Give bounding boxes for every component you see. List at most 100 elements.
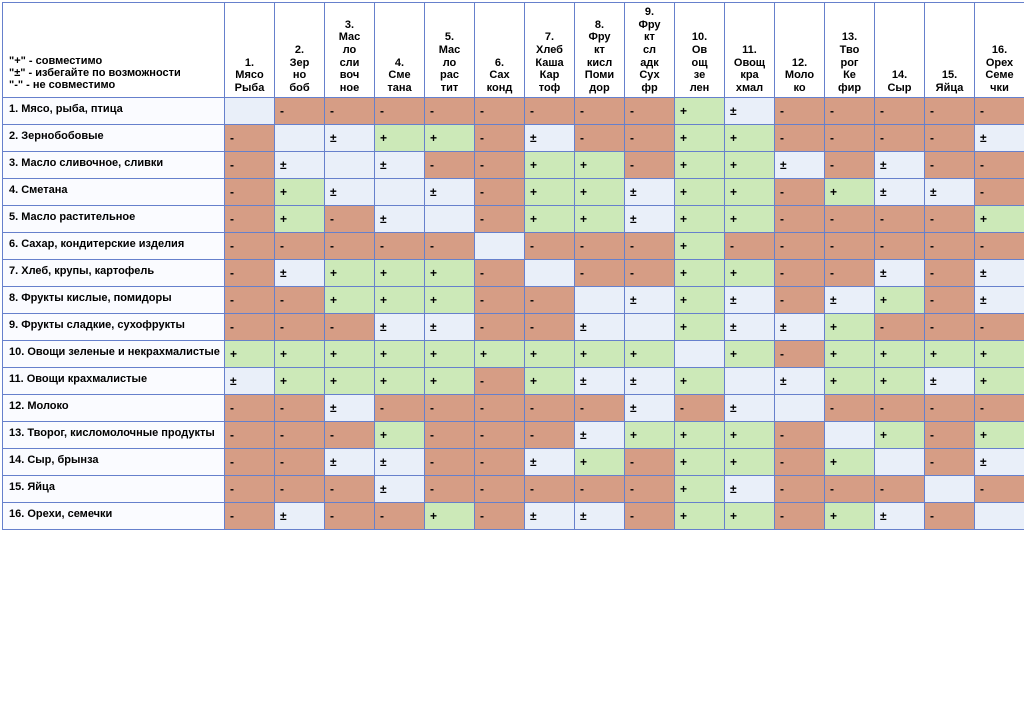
compat-cell: - xyxy=(225,125,275,152)
row-label: 9. Фрукты сладкие, сухофрукты xyxy=(3,314,225,341)
compat-cell: - xyxy=(225,260,275,287)
compat-cell: - xyxy=(625,233,675,260)
compat-cell: - xyxy=(475,422,525,449)
compat-cell xyxy=(275,125,325,152)
compat-cell: - xyxy=(625,152,675,179)
row-label: 13. Творог, кисломолочные продукты xyxy=(3,422,225,449)
compat-cell: - xyxy=(775,179,825,206)
compat-cell: - xyxy=(275,233,325,260)
compat-cell: - xyxy=(325,206,375,233)
compat-cell xyxy=(825,422,875,449)
compat-cell: - xyxy=(475,368,525,395)
compat-cell: + xyxy=(575,341,625,368)
data-row: 2. Зернобобовые-±++-±--++----± xyxy=(3,125,1024,152)
compat-cell: - xyxy=(475,287,525,314)
compat-cell: + xyxy=(875,341,925,368)
compat-cell: + xyxy=(425,125,475,152)
column-header-7: 7.ХлебКашаКартоф xyxy=(525,3,575,98)
compat-cell: - xyxy=(225,179,275,206)
compat-cell: ± xyxy=(375,206,425,233)
compat-cell: ± xyxy=(275,503,325,530)
compat-cell: - xyxy=(975,233,1024,260)
compat-cell: - xyxy=(975,314,1024,341)
compat-cell: + xyxy=(875,287,925,314)
compat-cell: + xyxy=(475,341,525,368)
compat-cell: + xyxy=(725,152,775,179)
compat-cell: + xyxy=(375,422,425,449)
compat-cell: + xyxy=(825,179,875,206)
compat-cell: + xyxy=(375,125,425,152)
compat-cell: - xyxy=(775,260,825,287)
column-header-9: 9.ФруктсладкСухфр xyxy=(625,3,675,98)
compat-cell: + xyxy=(675,422,725,449)
compat-cell xyxy=(925,476,975,503)
compat-cell: - xyxy=(225,395,275,422)
compat-cell: - xyxy=(375,503,425,530)
column-header-2: 2.Зернобоб xyxy=(275,3,325,98)
row-label: 6. Сахар, кондитерские изделия xyxy=(3,233,225,260)
compat-cell: ± xyxy=(775,368,825,395)
compat-cell: - xyxy=(525,395,575,422)
compat-cell: ± xyxy=(275,260,325,287)
compat-cell: - xyxy=(925,422,975,449)
compat-cell: - xyxy=(825,152,875,179)
compat-cell: - xyxy=(425,422,475,449)
compat-cell: - xyxy=(225,314,275,341)
compat-cell: - xyxy=(925,125,975,152)
compat-cell: - xyxy=(475,503,525,530)
compat-cell: + xyxy=(525,152,575,179)
compat-cell: - xyxy=(275,395,325,422)
compat-cell: - xyxy=(925,206,975,233)
compat-cell: - xyxy=(775,449,825,476)
compat-cell: + xyxy=(525,179,575,206)
compat-cell: ± xyxy=(875,260,925,287)
compat-cell: - xyxy=(225,287,275,314)
compat-cell: + xyxy=(725,503,775,530)
compat-cell: - xyxy=(275,314,325,341)
compat-cell: - xyxy=(875,233,925,260)
compat-cell: ± xyxy=(975,449,1024,476)
column-header-12: 12.Молоко xyxy=(775,3,825,98)
compat-cell: - xyxy=(775,341,825,368)
compat-cell: - xyxy=(475,125,525,152)
compat-cell: ± xyxy=(575,422,625,449)
compat-cell xyxy=(875,449,925,476)
compat-cell: + xyxy=(575,449,625,476)
compat-cell: + xyxy=(675,503,725,530)
compat-cell xyxy=(225,98,275,125)
compat-cell: - xyxy=(825,476,875,503)
compat-cell: - xyxy=(975,179,1024,206)
column-header-15: 15.Яйца xyxy=(925,3,975,98)
column-header-4: 4.Сметана xyxy=(375,3,425,98)
compat-cell: + xyxy=(675,152,725,179)
compat-cell: ± xyxy=(525,503,575,530)
column-header-16: 16.ОрехСемечки xyxy=(975,3,1024,98)
compat-cell: + xyxy=(525,206,575,233)
compat-cell: + xyxy=(675,233,725,260)
compat-cell: + xyxy=(675,476,725,503)
compat-cell: + xyxy=(675,260,725,287)
data-row: 14. Сыр, брынза--±±--±+-++-+-± xyxy=(3,449,1024,476)
row-label: 7. Хлеб, крупы, картофель xyxy=(3,260,225,287)
compat-cell: + xyxy=(875,422,925,449)
compat-cell: - xyxy=(375,233,425,260)
compat-cell: ± xyxy=(625,395,675,422)
compat-cell: + xyxy=(375,368,425,395)
compat-cell: - xyxy=(875,125,925,152)
compat-cell: ± xyxy=(725,314,775,341)
compat-cell: - xyxy=(325,422,375,449)
data-row: 8. Фрукты кислые, помидоры--+++--±+±-±+-… xyxy=(3,287,1024,314)
compat-cell: - xyxy=(275,449,325,476)
compat-cell: - xyxy=(775,503,825,530)
compat-cell: ± xyxy=(325,179,375,206)
compat-cell: + xyxy=(525,341,575,368)
compat-cell: ± xyxy=(575,368,625,395)
compat-cell: ± xyxy=(725,98,775,125)
compat-cell: - xyxy=(475,260,525,287)
compat-cell: ± xyxy=(575,503,625,530)
compat-cell: - xyxy=(925,98,975,125)
table-body: 1. Мясо, рыба, птица--------+±-----2. Зе… xyxy=(3,98,1024,530)
compat-cell: - xyxy=(975,476,1024,503)
compat-cell: - xyxy=(225,449,275,476)
compat-cell: - xyxy=(825,98,875,125)
